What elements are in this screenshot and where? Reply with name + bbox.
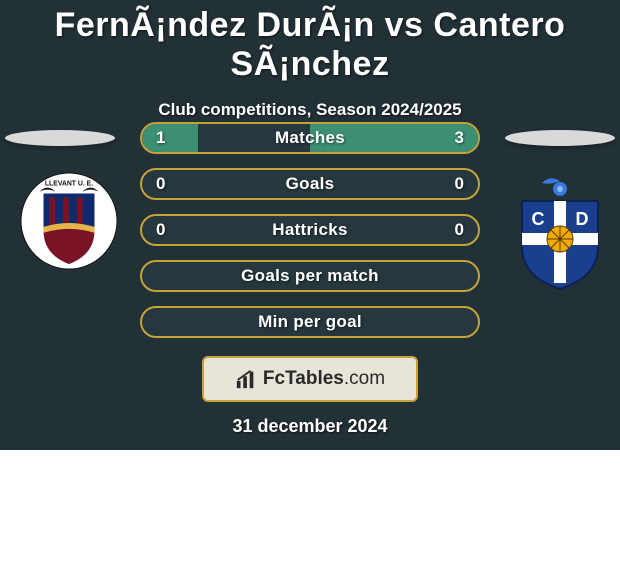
brand-name: FcTables — [263, 368, 344, 389]
stat-value-left: 0 — [156, 216, 165, 244]
svg-text:T: T — [555, 257, 566, 277]
stat-value-right: 3 — [455, 124, 464, 152]
brand-suffix: .com — [344, 368, 385, 389]
brand-box: FcTables.com — [202, 356, 418, 402]
stat-row: Min per goal — [140, 306, 480, 338]
left-platform — [5, 130, 115, 146]
stat-value-left: 1 — [156, 124, 165, 152]
snapshot-date: 31 december 2024 — [0, 416, 620, 437]
season-subtitle: Club competitions, Season 2024/2025 — [0, 100, 620, 120]
stat-label: Hattricks — [272, 220, 347, 240]
stat-label: Goals per match — [241, 266, 379, 286]
stat-label: Matches — [275, 128, 345, 148]
stat-row: 0 0 Goals — [140, 168, 480, 200]
page-title: FernÃ¡ndez DurÃ¡n vs Cantero SÃ¡nchez — [0, 0, 620, 84]
stat-row: 0 0 Hattricks — [140, 214, 480, 246]
stat-label: Goals — [286, 174, 335, 194]
svg-text:LLEVANT U. E.: LLEVANT U. E. — [45, 181, 93, 188]
stat-row: Goals per match — [140, 260, 480, 292]
brand-text: FcTables.com — [263, 368, 385, 390]
comparison-card: FernÃ¡ndez DurÃ¡n vs Cantero SÃ¡nchez Cl… — [0, 0, 620, 450]
stats-column: 1 3 Matches 0 0 Goals 0 0 Hattricks Goals per mat… — [140, 122, 480, 338]
stat-value-right: 0 — [455, 170, 464, 198]
left-team-crest: LLEVANT U. E. — [20, 172, 118, 270]
stat-row: 1 3 Matches — [140, 122, 480, 154]
right-team-crest: C D T — [508, 175, 612, 291]
tenerife-crest-icon: C D T — [508, 175, 612, 291]
stat-label: Min per goal — [258, 312, 362, 332]
svg-text:C: C — [532, 209, 545, 229]
right-platform — [505, 130, 615, 146]
bars-icon — [235, 368, 257, 390]
stat-value-left: 0 — [156, 170, 165, 198]
levante-crest-icon: LLEVANT U. E. — [20, 172, 118, 270]
stat-fill-left — [142, 124, 198, 152]
svg-text:D: D — [576, 209, 589, 229]
stat-value-right: 0 — [455, 216, 464, 244]
